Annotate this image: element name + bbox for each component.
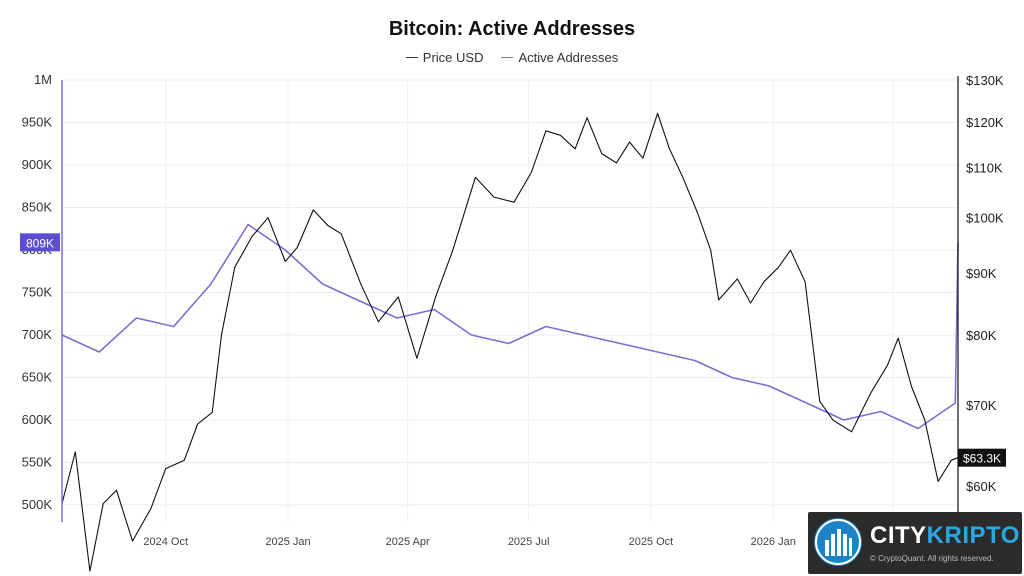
y-left-tick-label: 900K — [22, 157, 53, 172]
y-left-tick-label: 700K — [22, 327, 53, 342]
legend-label-price: Price USD — [422, 50, 484, 65]
legend-label-active-addresses: Active Addresses — [518, 50, 619, 65]
y-left-tick-label: 850K — [22, 200, 53, 215]
x-tick-label: 2025 Jan — [265, 536, 310, 548]
citykripto-watermark: CITYKRIPTO © CryptoQuant. All rights res… — [808, 512, 1022, 574]
y-right-tick-label: $100K — [966, 211, 1004, 226]
logo-kripto: KRIPTO — [926, 522, 1020, 549]
logo-city: CITY — [870, 522, 927, 549]
marker-layer: 809K $63.3K — [20, 233, 1006, 467]
y-left-tick-label: 750K — [22, 285, 53, 300]
citykripto-logo-text: CITYKRIPTO — [870, 522, 1020, 550]
chart-title: Bitcoin: Active Addresses — [388, 18, 636, 40]
active-addresses-current-marker: 809K — [26, 236, 54, 250]
legend-item-price[interactable]: Price USD — [405, 50, 484, 65]
price-current-marker: $63.3K — [963, 452, 1001, 466]
chart-legend: Price USD Active Addresses — [0, 50, 1024, 65]
y-right-tick-label: $80K — [966, 328, 997, 343]
y-left-tick-label: 550K — [22, 455, 53, 470]
y-right-tick-label: $120K — [966, 115, 1004, 130]
x-tick-label: 2026 Jan — [751, 536, 796, 548]
x-tick-label: 2024 Oct — [143, 536, 188, 548]
y-left-tick-label: 950K — [22, 115, 53, 130]
y-right-tick-label: $130K — [966, 73, 1004, 88]
legend-item-active-addresses[interactable]: Active Addresses — [501, 50, 618, 65]
legend-swatch-active-addresses — [501, 57, 514, 58]
y-left-tick-label: 600K — [22, 412, 53, 427]
legend-swatch-price — [405, 57, 418, 58]
y-right-tick-label: $110K — [966, 161, 1003, 176]
y-right-tick-label: $60K — [966, 479, 997, 494]
y-right-tick-label: $70K — [966, 398, 997, 413]
cryptoquant-credit: © CryptoQuant. All rights reserved. — [870, 554, 994, 563]
price-current-marker-bg — [958, 448, 1006, 467]
citykripto-logo-icon — [814, 518, 862, 566]
y-left-tick-label: 1M — [34, 72, 52, 87]
series-layer — [61, 112, 959, 572]
x-tick-label: 2025 Oct — [629, 536, 674, 548]
axis-layer: 500K550K600K650K700K750K800K850K900K950K… — [22, 72, 1004, 548]
active-addresses-line — [61, 223, 959, 430]
active-addresses-current-marker-bg — [20, 233, 60, 252]
price-usd-line — [61, 112, 959, 572]
y-left-tick-label: 650K — [22, 370, 53, 385]
y-left-tick-label: 500K — [22, 497, 53, 512]
x-tick-label: 2025 Jul — [508, 536, 550, 548]
x-tick-label: 2025 Apr — [386, 536, 430, 548]
grid-layer — [62, 79, 958, 522]
y-right-tick-label: $90K — [966, 266, 997, 281]
